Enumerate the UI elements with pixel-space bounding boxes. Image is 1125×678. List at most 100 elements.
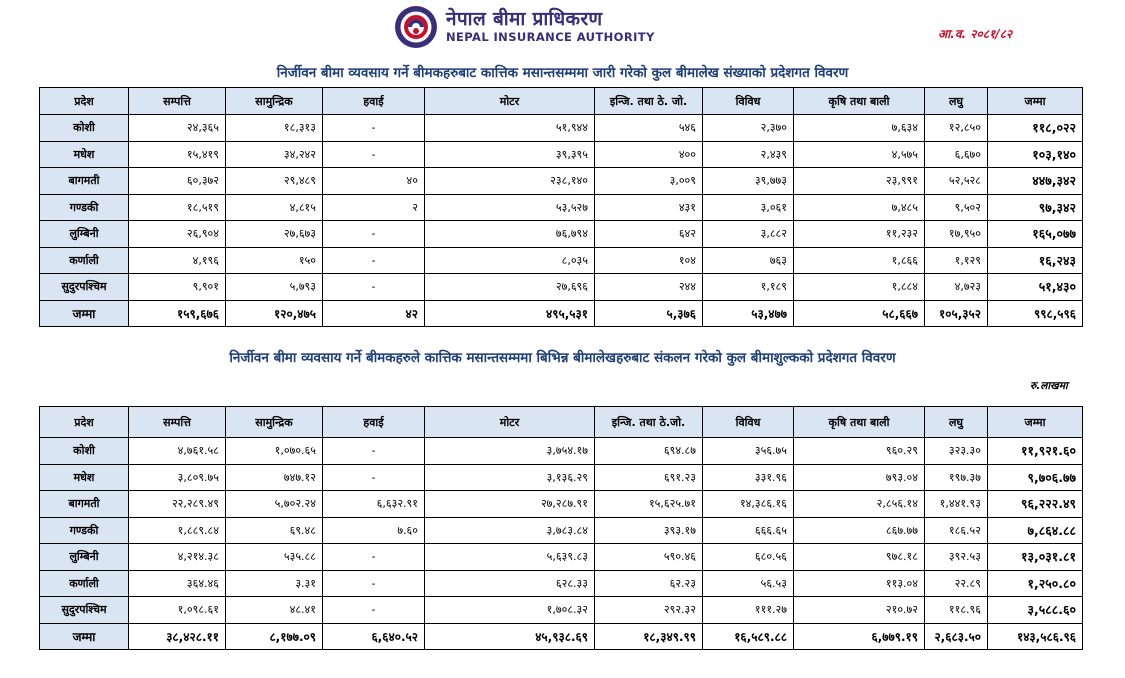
data-cell: ४३१ bbox=[594, 193, 703, 221]
data-cell: ८,०३५ bbox=[424, 246, 595, 274]
data-cell: ३६४.४६ bbox=[128, 569, 226, 597]
data-cell: १२,८५० bbox=[924, 114, 988, 142]
data-cell: ६०,३७२ bbox=[128, 167, 226, 195]
table-row: बागमती २२,२८९.४९ ५,७०२.२४ ६,६३२.९१ २७,२८७.९१… bbox=[39, 490, 1083, 518]
data-cell: ३.३१ bbox=[225, 569, 323, 597]
data-cell: ५३,५२७ bbox=[424, 193, 595, 221]
data-cell: ४८.४१ bbox=[225, 596, 323, 624]
data-cell: ४,१९६ bbox=[128, 246, 226, 274]
data-cell: ६२८.३३ bbox=[424, 569, 595, 597]
row-total-cell: १६,२४३ bbox=[987, 246, 1083, 274]
fiscal-year: आ.व. २०८१/८२ bbox=[938, 27, 1013, 41]
data-cell: ५,६३९.८३ bbox=[424, 543, 595, 571]
page-header: नेपाल बीमा प्राधिकरण NEPAL INSURANCE AUT… bbox=[0, 0, 1125, 56]
data-cell: ५१,९४४ bbox=[424, 114, 595, 142]
data-cell: ७४७.१२ bbox=[225, 463, 323, 491]
data-cell: ६,६४०.५२ bbox=[322, 622, 425, 650]
data-cell: १६,५८९.८८ bbox=[702, 622, 794, 650]
data-cell: ६,६७० bbox=[924, 140, 988, 168]
data-cell: १११.२७ bbox=[702, 596, 794, 624]
data-cell: ३९२.५३ bbox=[924, 543, 988, 571]
row-total-cell: ९,७०६.७७ bbox=[987, 463, 1083, 491]
province-label: कर्णाली bbox=[39, 569, 129, 597]
premium-table: प्रदेश सम्पत्ति सामुन्द्रिक हवाई मोटर इन्जि. … bbox=[39, 406, 1083, 650]
table-row: सुदुरपश्चिम ९,९०१ ५,७९३-२७,६९६ २४४ १,१८९ १,८८… bbox=[39, 273, 1083, 301]
column-header: जम्मा bbox=[987, 406, 1083, 438]
data-cell: ६,७७९.१९ bbox=[793, 622, 925, 650]
row-total-cell: ९९८,५९६ bbox=[987, 299, 1083, 327]
row-total-cell: १४३,५८६.९६ bbox=[987, 622, 1083, 650]
data-cell: १०५,३५२ bbox=[924, 299, 988, 327]
data-cell: ३९,७७३ bbox=[702, 167, 794, 195]
column-header: प्रदेश bbox=[39, 406, 129, 438]
data-cell: २४४ bbox=[594, 273, 703, 301]
policy-count-table: प्रदेश सम्पत्ति सामुन्द्रिक हवाई मोटर इन्जि. … bbox=[39, 87, 1083, 327]
column-header: मोटर bbox=[424, 87, 595, 115]
data-cell: २९२.३२ bbox=[594, 596, 703, 624]
data-cell: - bbox=[322, 569, 425, 597]
table-row: गण्डकी १८,५१९ ४,८१५ २ ५३,५२७ ४३१ ३,०६१ ७,४८५ ९,५… bbox=[39, 193, 1083, 221]
data-cell: २,४३९ bbox=[702, 140, 794, 168]
data-cell: - bbox=[322, 437, 425, 465]
data-cell: ३,१३६.२९ bbox=[424, 463, 595, 491]
data-cell: ४,७२३ bbox=[924, 273, 988, 301]
data-cell: २४,३६५ bbox=[128, 114, 226, 142]
data-cell: १८६.५२ bbox=[924, 516, 988, 544]
data-cell: - bbox=[322, 543, 425, 571]
province-label: कोशी bbox=[39, 437, 129, 465]
province-label: जम्मा bbox=[39, 622, 129, 650]
data-cell: २,३७० bbox=[702, 114, 794, 142]
data-cell: ३९,३९५ bbox=[424, 140, 595, 168]
data-cell: ५८,६६७ bbox=[793, 299, 925, 327]
column-header: हवाई bbox=[322, 87, 425, 115]
data-cell: ३८,४२८.११ bbox=[128, 622, 226, 650]
data-cell: ३३१.९६ bbox=[702, 463, 794, 491]
data-cell: १,०९८.६१ bbox=[128, 596, 226, 624]
data-cell: १,१८९ bbox=[702, 273, 794, 301]
data-cell: - bbox=[322, 596, 425, 624]
table-row: लुम्बिनी ४,२१४.३८ ५३५.८८-५,६३९.८३ ५९०.४६ ६८०… bbox=[39, 543, 1083, 571]
province-label: कर्णाली bbox=[39, 246, 129, 274]
data-cell: ७६३ bbox=[702, 246, 794, 274]
column-header: लघु bbox=[924, 87, 988, 115]
data-cell: २,६८३.५० bbox=[924, 622, 988, 650]
column-header: कृषि तथा बाली bbox=[793, 87, 925, 115]
province-label: गण्डकी bbox=[39, 516, 129, 544]
data-cell: ४,८१५ bbox=[225, 193, 323, 221]
data-cell: १८,५१९ bbox=[128, 193, 226, 221]
data-cell: ६९.४८ bbox=[225, 516, 323, 544]
data-cell: ४,५७५ bbox=[793, 140, 925, 168]
data-cell: ९,९०१ bbox=[128, 273, 226, 301]
column-header: सामुन्द्रिक bbox=[225, 406, 323, 438]
province-label: मधेश bbox=[39, 463, 129, 491]
data-cell: १५,४१९ bbox=[128, 140, 226, 168]
data-cell: ५९०.४६ bbox=[594, 543, 703, 571]
row-total-cell: ७,८६४.८८ bbox=[987, 516, 1083, 544]
data-cell: ४२ bbox=[322, 299, 425, 327]
data-cell: ९६०.२९ bbox=[793, 437, 925, 465]
province-label: मधेश bbox=[39, 140, 129, 168]
column-header: इन्जि. तथा ठे. जो. bbox=[594, 87, 703, 115]
data-cell: ४९५,५३१ bbox=[424, 299, 595, 327]
data-cell: ५२,५२८ bbox=[924, 167, 988, 195]
data-cell: १,८८४ bbox=[793, 273, 925, 301]
column-header: विविध bbox=[702, 406, 794, 438]
data-cell: - bbox=[322, 246, 425, 274]
data-cell: ७९३.०४ bbox=[793, 463, 925, 491]
data-cell: ५३५.८८ bbox=[225, 543, 323, 571]
table-row: गण्डकी १,८८९.८४ ६९.४८ ७.६० ३,७८३.८४ ३९३.१७ ६६६… bbox=[39, 516, 1083, 544]
data-cell: ११८.९६ bbox=[924, 596, 988, 624]
data-cell: १८,३४९.९९ bbox=[594, 622, 703, 650]
data-cell: ३,७८३.८४ bbox=[424, 516, 595, 544]
data-cell: ७,६३४ bbox=[793, 114, 925, 142]
row-total-cell: ११८,०२२ bbox=[987, 114, 1083, 142]
province-label: बागमती bbox=[39, 167, 129, 195]
data-cell: ३९३.१७ bbox=[594, 516, 703, 544]
data-cell: ६८०.५६ bbox=[702, 543, 794, 571]
data-cell: - bbox=[322, 273, 425, 301]
data-cell: ७.६० bbox=[322, 516, 425, 544]
row-total-cell: ३,५८८.६० bbox=[987, 596, 1083, 624]
column-header: प्रदेश bbox=[39, 87, 129, 115]
data-cell: १५९,६७६ bbox=[128, 299, 226, 327]
data-cell: १०४ bbox=[594, 246, 703, 274]
